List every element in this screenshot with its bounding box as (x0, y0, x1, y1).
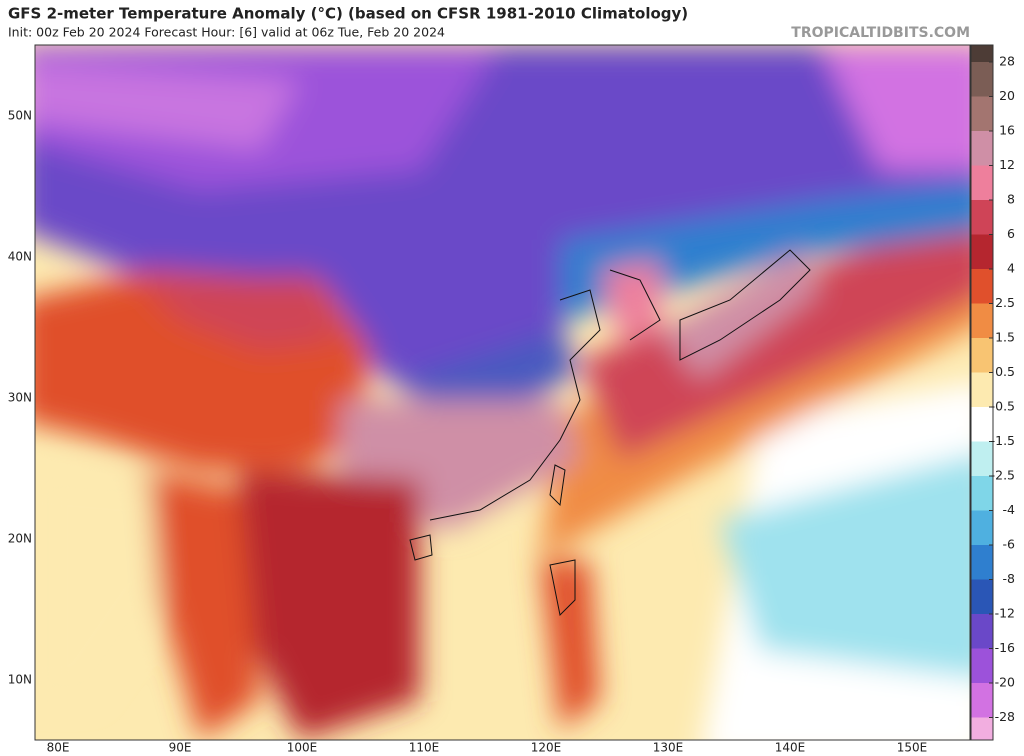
colorbar-segment (971, 717, 993, 740)
lon-label: 110E (409, 741, 440, 755)
lon-label: 150E (897, 741, 928, 755)
colorbar-segment (971, 234, 993, 269)
colorbar-segment (971, 476, 993, 511)
lat-label: 30N (8, 391, 32, 405)
lat-label: 20N (8, 532, 32, 546)
lat-label: 40N (8, 250, 32, 264)
colorbar-segment (971, 648, 993, 683)
colorbar-segment (971, 165, 993, 200)
map-frame (34, 44, 971, 741)
colorbar-label: 20 (999, 88, 1015, 103)
lon-label: 130E (653, 741, 684, 755)
colorbar-segment (971, 96, 993, 131)
colorbar-label: -0.5 (991, 399, 1015, 414)
colorbar-segment (971, 407, 993, 442)
colorbar-segment (971, 45, 993, 62)
colorbar-label: -4 (1003, 502, 1016, 517)
map (35, 45, 970, 740)
colorbar-label: -16 (995, 640, 1015, 655)
lat-label: 50N (8, 109, 32, 123)
colorbar-label: -1.5 (991, 433, 1015, 448)
colorbar-label: 0.5 (995, 364, 1015, 379)
colorbar-segment (971, 545, 993, 580)
colorbar-frame (970, 44, 994, 741)
lon-label: 140E (775, 741, 806, 755)
subtitle: Init: 00z Feb 20 2024 Forecast Hour: [6]… (8, 25, 445, 40)
colorbar-label: -8 (1003, 571, 1016, 586)
colorbar-label: -2.5 (991, 468, 1015, 483)
lon-label: 80E (47, 741, 70, 755)
colorbar-segment (971, 62, 993, 97)
lon-label: 100E (287, 741, 318, 755)
colorbar-label: -20 (995, 675, 1015, 690)
colorbar-label: 1.5 (995, 330, 1015, 345)
colorbar-label: -28 (995, 709, 1015, 724)
colorbar-label: 28 (999, 54, 1015, 69)
title: GFS 2-meter Temperature Anomaly (°C) (ba… (8, 5, 688, 23)
colorbar-label: -12 (995, 606, 1015, 621)
colorbar-label: 16 (999, 123, 1015, 138)
colorbar-segment (971, 372, 993, 407)
lon-label: 120E (531, 741, 562, 755)
colorbar-segment (971, 269, 993, 304)
colorbar-segment (971, 510, 993, 545)
colorbar-label: -6 (1003, 537, 1016, 552)
colorbar-segment (971, 338, 993, 373)
lat-label: 10N (8, 673, 32, 687)
colorbar-segment (971, 683, 993, 718)
colorbar-label: 12 (999, 157, 1015, 172)
colorbar-segment (971, 441, 993, 476)
colorbar-label: 4 (1007, 261, 1015, 276)
colorbar-segment (971, 131, 993, 166)
colorbar-segment (971, 614, 993, 649)
colorbar-label: 2.5 (995, 295, 1015, 310)
lon-label: 90E (169, 741, 192, 755)
colorbar-label: 6 (1007, 226, 1015, 241)
colorbar-label: 8 (1007, 192, 1015, 207)
colorbar-segment (971, 579, 993, 614)
colorbar-segment (971, 303, 993, 338)
colorbar-segment (971, 200, 993, 235)
source: TROPICALTIDBITS.COM (791, 25, 970, 41)
